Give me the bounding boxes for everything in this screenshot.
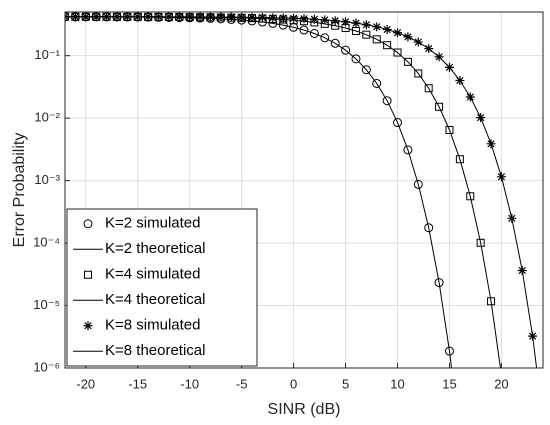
marker xyxy=(393,48,402,57)
y-tick-label: 10⁻⁵ xyxy=(33,297,60,312)
y-axis-label: Error Probability xyxy=(11,133,28,248)
data xyxy=(65,12,538,368)
y-tick-label: 10⁻³ xyxy=(34,172,60,187)
marker xyxy=(403,57,412,66)
marker xyxy=(299,25,309,35)
x-tick-label: 5 xyxy=(342,376,349,391)
marker xyxy=(424,223,434,233)
legend-label: K=8 simulated xyxy=(105,317,200,334)
marker xyxy=(434,278,444,288)
axes-box xyxy=(64,11,544,369)
ticks: -20 -15 -10 -5 0 5 10 15 20 10⁻¹ 10⁻² 10⁻³ 10⁻⁴ 10⁻⁵ 1… xyxy=(33,47,509,391)
legend-label: K=2 theoretical xyxy=(105,240,205,257)
legend-label: K=4 simulated xyxy=(105,266,200,283)
x-tick-label: 0 xyxy=(290,376,297,391)
marker xyxy=(351,54,361,64)
marker xyxy=(445,125,454,134)
x-tick-label: -5 xyxy=(236,376,248,391)
x-axis-label: SINR (dB) xyxy=(268,401,341,418)
x-tick-label: -15 xyxy=(128,376,147,391)
marker xyxy=(362,30,371,39)
marker xyxy=(424,84,433,93)
marker xyxy=(382,96,392,106)
x-tick-label: -20 xyxy=(76,376,95,391)
x-tick-label: 10 xyxy=(390,376,404,391)
y-tick-label: 10⁻⁴ xyxy=(33,235,60,250)
marker xyxy=(361,65,371,75)
marker xyxy=(466,192,475,201)
y-tick-label: 10⁻² xyxy=(34,110,60,125)
marker xyxy=(435,102,444,111)
marker xyxy=(330,38,340,48)
marker xyxy=(403,145,413,155)
marker xyxy=(372,78,382,88)
legend-label: K=2 simulated xyxy=(105,215,200,232)
marker xyxy=(372,35,381,44)
legend: K=2 simulated K=2 theoretical K=4 simulate… xyxy=(66,208,258,367)
x-tick-label: 20 xyxy=(494,376,508,391)
marker xyxy=(341,45,351,55)
marker xyxy=(84,270,92,279)
x-tick-label: -10 xyxy=(180,376,199,391)
marker xyxy=(309,28,319,38)
marker xyxy=(393,118,403,128)
marker xyxy=(455,155,464,164)
y-tick-label: 10⁻⁶ xyxy=(33,359,60,374)
marker xyxy=(414,69,423,78)
marker xyxy=(83,219,93,229)
legend-box xyxy=(66,208,258,367)
legend-label: K=8 theoretical xyxy=(105,342,205,359)
marker xyxy=(476,238,485,247)
y-tick-label: 10⁻¹ xyxy=(34,47,60,62)
marker xyxy=(413,179,423,189)
marker xyxy=(289,22,299,32)
marker xyxy=(320,33,330,43)
marker xyxy=(383,41,392,50)
series-line xyxy=(65,16,538,368)
x-tick-label: 15 xyxy=(442,376,456,391)
legend-label: K=4 theoretical xyxy=(105,291,205,308)
marker xyxy=(83,321,93,331)
